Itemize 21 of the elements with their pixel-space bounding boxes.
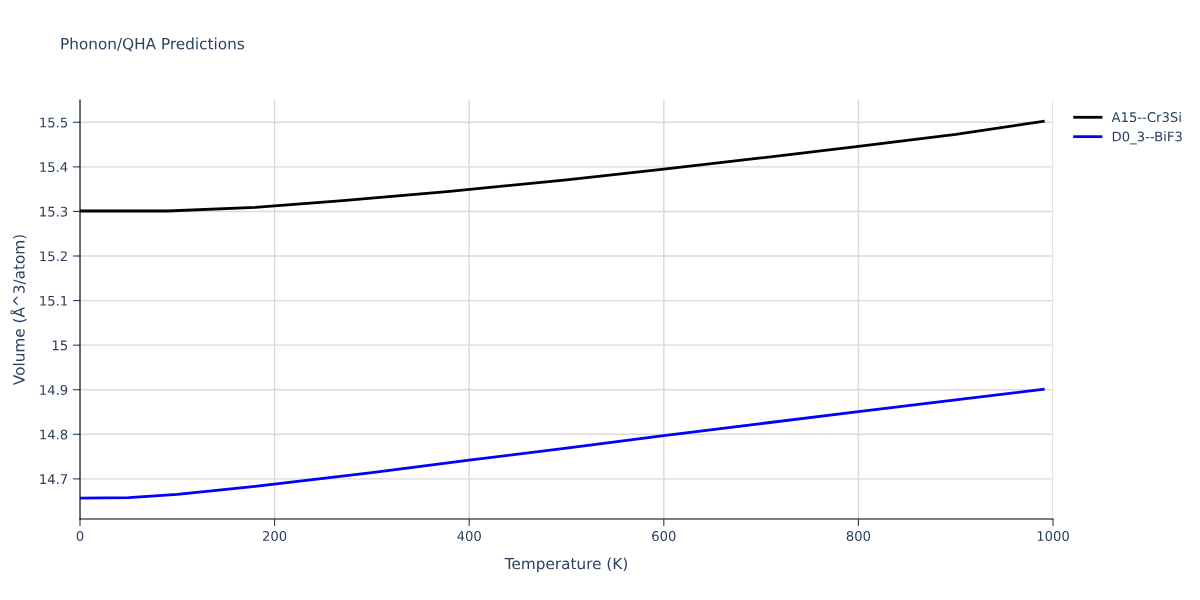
x-axis-title: Temperature (K)	[504, 557, 627, 573]
y-axis-title: Volume (Å^3/atom)	[10, 235, 27, 386]
y-tick-label: 14.8	[40, 429, 68, 440]
x-tick-label: 1000	[1037, 531, 1069, 542]
y-tick-label: 15.5	[40, 117, 68, 128]
y-tick-label: 15.3	[40, 206, 68, 217]
y-tick-label: 14.7	[40, 474, 68, 484]
x-tick-label: 400	[457, 531, 481, 542]
y-tick-label: 14.9	[40, 384, 68, 395]
x-tick-label: 800	[846, 531, 871, 542]
y-tick-label: 15.4	[40, 162, 68, 173]
x-tick-label: 0	[76, 531, 84, 542]
x-tick-label: 200	[262, 531, 287, 542]
legend-label: D0_3--BiF3	[1112, 131, 1182, 145]
y-tick-label: 15.2	[40, 251, 67, 262]
y-tick-label: 15.1	[40, 295, 67, 306]
x-tick-label: 600	[652, 531, 676, 542]
chart-title: Phonon/QHA Predictions	[61, 37, 245, 52]
legend-label: A15--Cr3Si	[1111, 111, 1181, 123]
y-tick-label: 15	[52, 340, 68, 351]
line-series	[80, 387, 1045, 500]
